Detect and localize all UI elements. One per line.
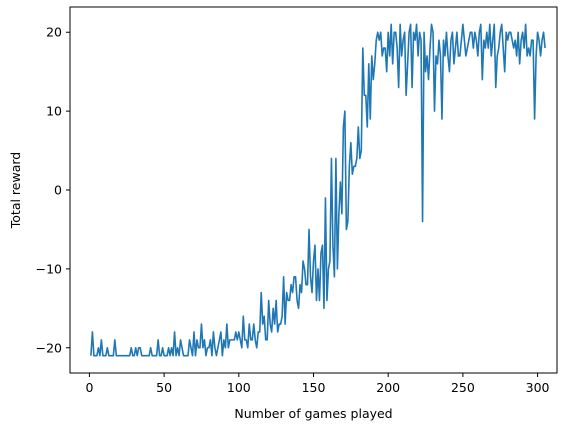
series-line-0: [90, 23, 546, 357]
x-tick-label: 0: [85, 380, 93, 395]
x-tick-label: 250: [451, 380, 475, 395]
x-tick-label: 50: [156, 380, 172, 395]
x-tick-label: 300: [526, 380, 550, 395]
x-tick-label: 200: [376, 380, 400, 395]
y-tick-label: 10: [46, 104, 62, 119]
y-tick-label: 20: [46, 25, 62, 40]
x-axis-label: Number of games played: [234, 406, 392, 421]
y-tick-label: −10: [36, 261, 62, 276]
plot-area: 0 50 100 150 200 250 300 −20 −10 0 10 20: [36, 6, 558, 395]
y-tick-label: 0: [54, 183, 62, 198]
y-axis-label: Total reward: [8, 152, 23, 229]
x-tick-label: 150: [302, 380, 326, 395]
y-tick-label: −20: [36, 340, 62, 355]
x-tick-label: 100: [227, 380, 251, 395]
